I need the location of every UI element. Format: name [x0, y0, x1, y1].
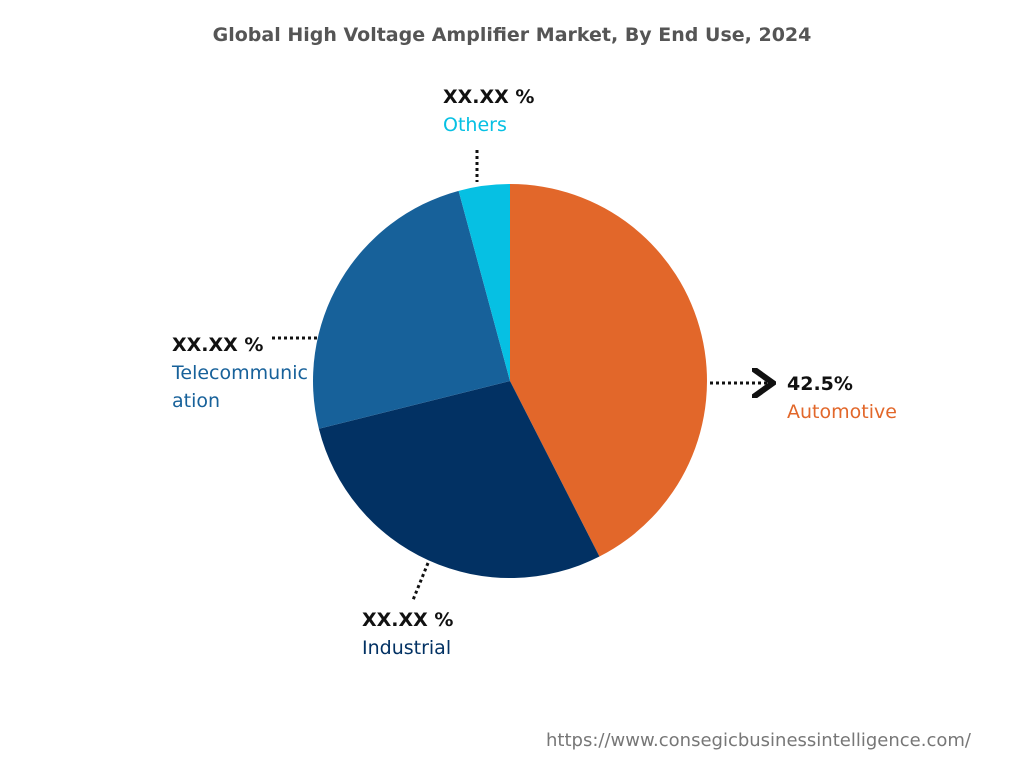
value-label: 42.5% [787, 373, 853, 395]
category-label: Others [443, 114, 507, 136]
value-label: XX.XX % [362, 609, 454, 631]
category-label: Automotive [787, 401, 897, 423]
value-label: XX.XX % [172, 334, 264, 356]
pie-slice [458, 184, 510, 381]
pie-slice [510, 184, 707, 557]
pie-slice [313, 190, 510, 429]
chart-title: Global High Voltage Amplifier Market, By… [212, 24, 812, 46]
category-label: Industrial [362, 637, 452, 659]
category-label: Telecommunication [172, 362, 308, 412]
source-url: https://www.consegicbusinessintelligence… [546, 730, 971, 751]
pie-slice [318, 381, 600, 578]
leader-line [411, 562, 430, 601]
value-label: XX.XX % [443, 86, 535, 108]
